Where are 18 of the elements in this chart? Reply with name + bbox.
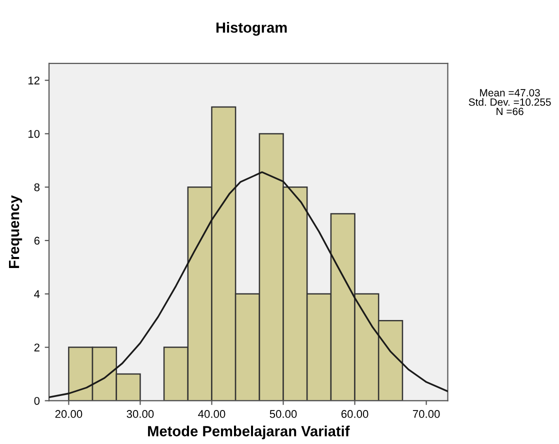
x-tick-label: 30.00: [126, 410, 154, 418]
x-tick-label: 40.00: [198, 410, 226, 418]
x-tick-label: 60.00: [341, 410, 368, 418]
y-tick-label: 8: [34, 183, 40, 192]
line-series: [49, 171, 448, 398]
x-tick-label: 70.00: [412, 410, 440, 418]
x-tick-label: 50.00: [270, 410, 297, 418]
text: Mean =47.03 Std. Dev. =10.255 N =66: [468, 89, 551, 116]
y-tick-label: 2: [34, 344, 40, 352]
y-tick-label: 10: [28, 130, 40, 138]
y-tick-label: 4: [34, 290, 40, 298]
x-axis-title: Metode Pembelajaran Variatif: [148, 426, 350, 440]
y-tick-label: 12: [28, 76, 40, 84]
x-tick-label: 20.00: [55, 410, 82, 418]
y-axis-title: Frequency: [9, 195, 22, 268]
y-tick-label: 6: [34, 236, 40, 245]
y-tick-label: 0: [34, 396, 40, 405]
chart-title: Histogram: [216, 22, 287, 36]
